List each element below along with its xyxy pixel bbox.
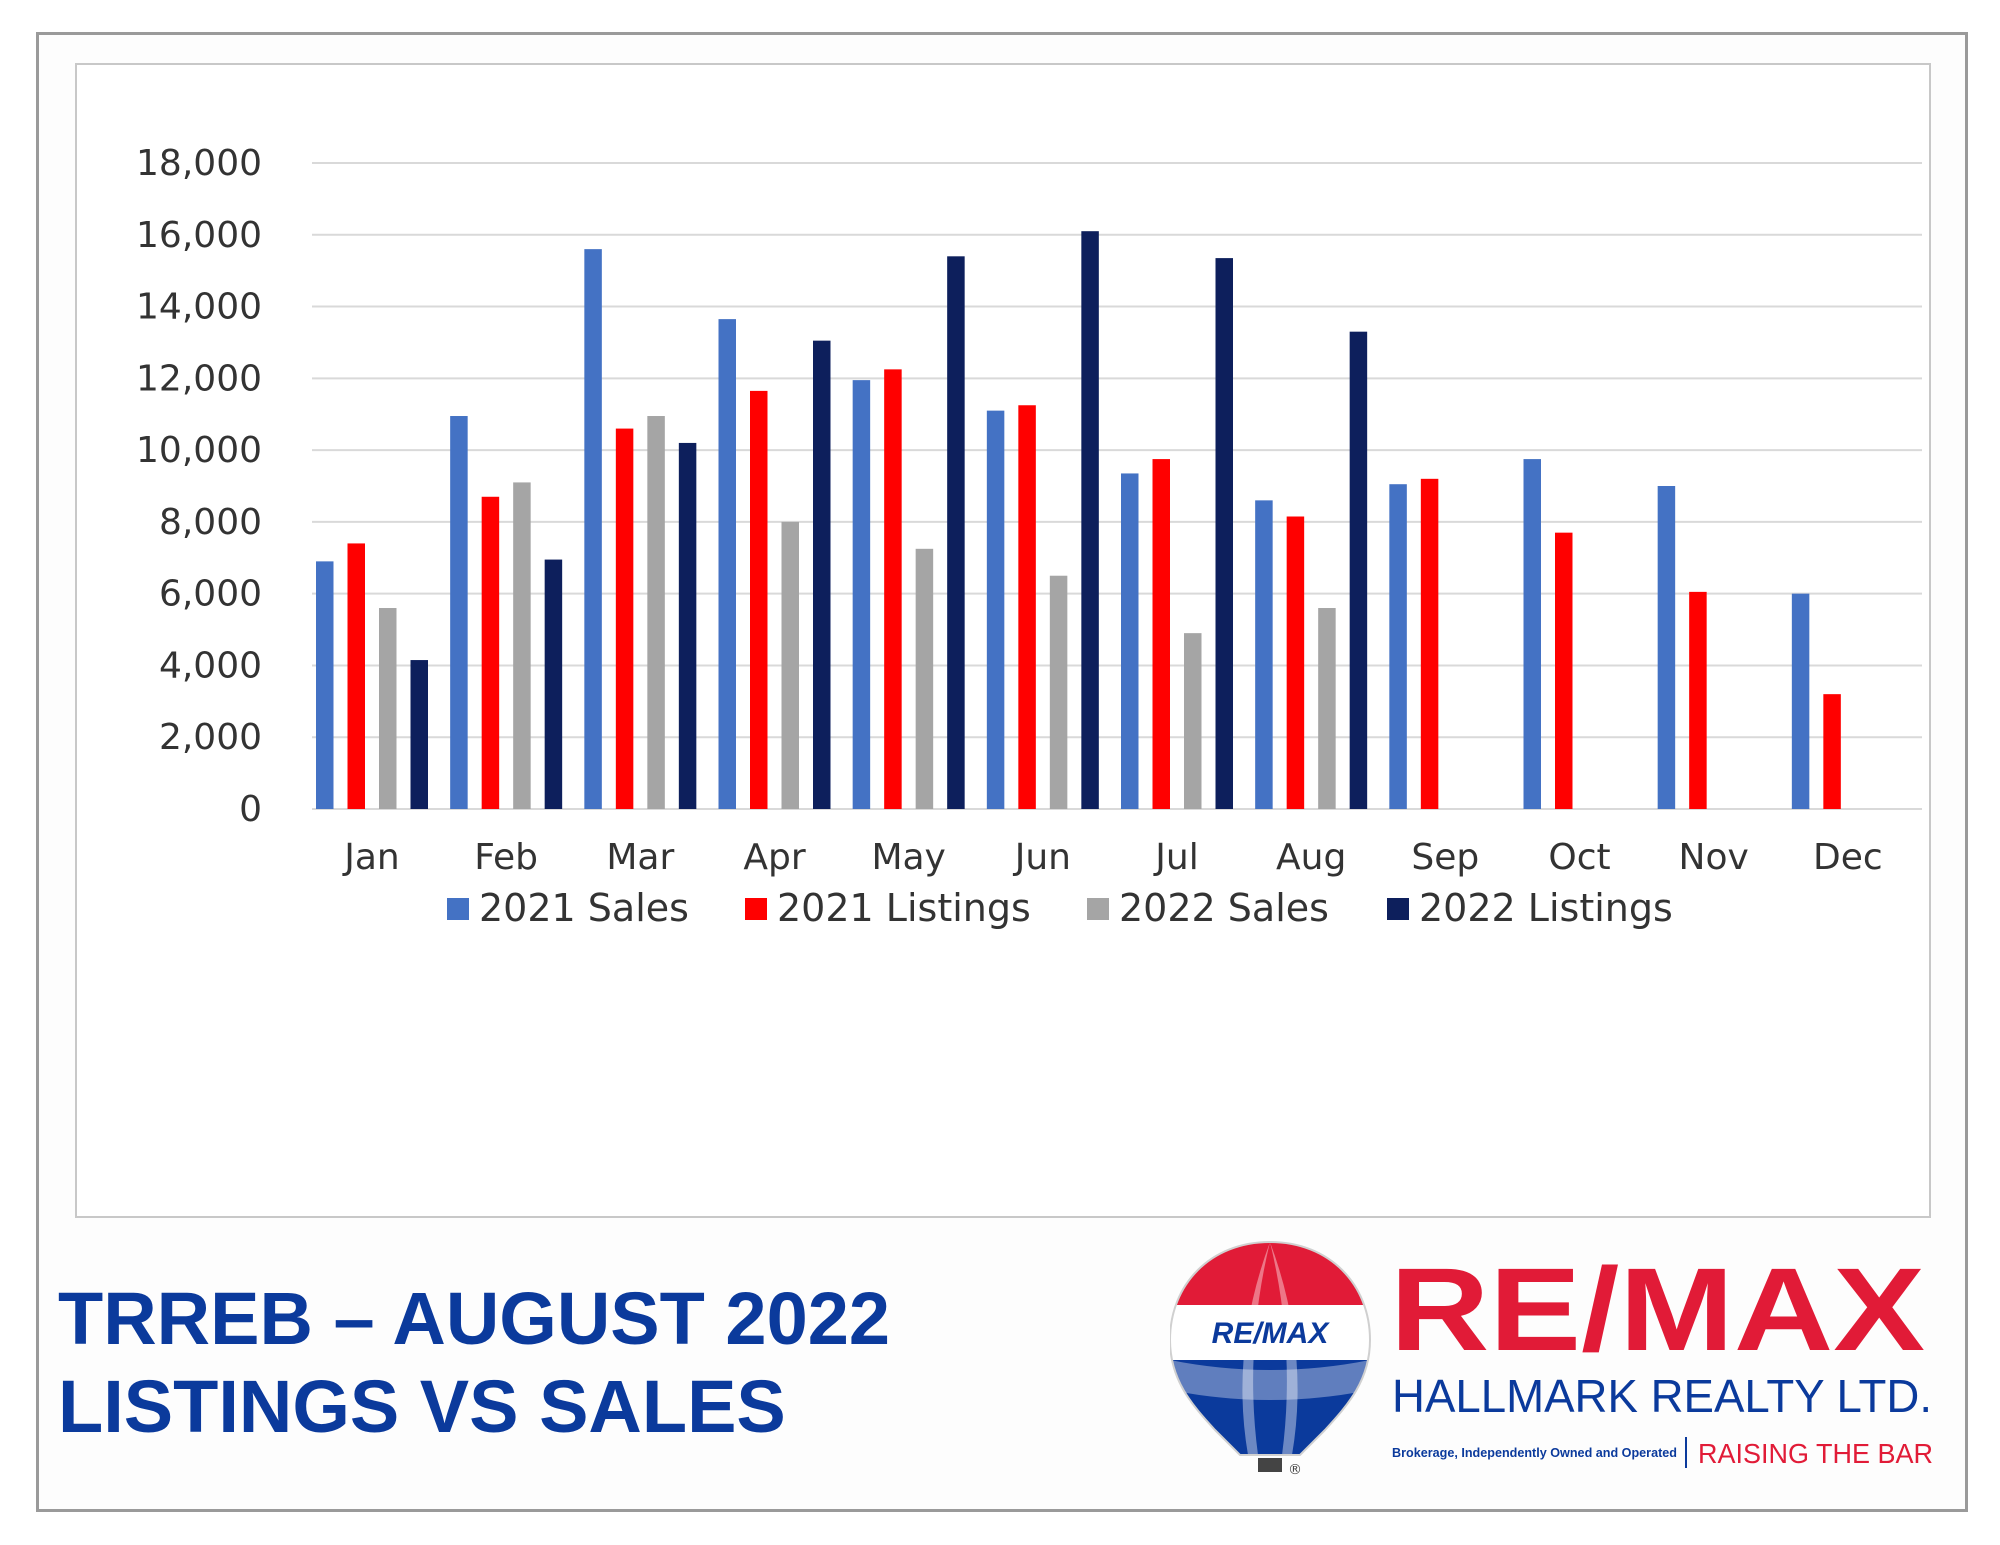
bar-2022-sales-apr [781,521,799,809]
bar-2021-sales-apr [718,319,736,809]
bar-2021-sales-sep [1389,484,1407,809]
x-tick-label: May [871,837,945,878]
y-tick-label: 2,000 [159,717,262,758]
x-axis: Jan Feb Mar Apr May Jun Jul Aug Sep Oct Nov Dec [342,837,1882,878]
x-tick-label: Jul [1153,837,1198,878]
bar-2021-listings-feb [481,496,500,809]
y-tick-label: 12,000 [136,358,262,399]
bar-2021-sales-dec [1791,593,1810,809]
bar-2022-listings-apr [813,340,831,809]
slogan: RAISING THE BAR [1698,1438,1933,1469]
bar-2021-sales-oct [1523,459,1541,809]
x-tick-label: Mar [606,837,674,878]
bar-2021-sales-mar [584,249,602,810]
brokerage-tagline: Brokerage, Independently Owned and Opera… [1392,1445,1677,1460]
x-tick-label: Apr [743,837,805,878]
x-tick-label: Dec [1813,837,1883,878]
legend-label: 2022 Sales [1119,886,1329,930]
headline-line-2: LISTINGS VS SALES [58,1365,786,1448]
remax-logo: RE/MAX ® RE/MAX HALLMARK REALTY LTD. Bro… [1170,1240,1933,1478]
legend-swatch [1387,898,1409,920]
bar-2021-listings-aug [1286,516,1305,809]
bar-2021-sales-feb [450,416,468,809]
y-tick-label: 0 [239,789,262,830]
bar-2022-listings-jun [1081,231,1099,809]
bar-2021-sales-jan [316,561,334,809]
bar-2021-listings-sep [1420,478,1439,809]
bars [316,231,1841,810]
bar-2022-sales-mar [647,416,665,809]
headline: TRREB – AUGUST 2022 LISTINGS VS SALES [58,1275,890,1451]
y-tick-label: 6,000 [159,574,262,615]
y-tick-label: 18,000 [136,143,262,184]
bar-2022-sales-feb [513,482,531,809]
legend-label: 2021 Sales [479,886,689,930]
legend-swatch [447,898,469,920]
x-tick-label: Jan [342,837,400,878]
headline-line-1: TRREB – AUGUST 2022 [58,1277,891,1360]
legend: 2021 Sales 2021 Listings 2022 Sales 2022 Li… [447,886,1673,930]
balloon-icon: RE/MAX ® [1170,1240,1372,1478]
bar-2021-sales-may [852,380,871,809]
bar-2022-listings-may [947,256,965,809]
infographic-frame: 0 2,000 4,000 6,000 8,000 10,000 12,000 14,000 1… [36,32,1968,1512]
bar-2021-listings-jan [347,543,365,809]
bar-2022-listings-aug [1349,331,1368,809]
bar-2021-sales-jul [1121,473,1139,809]
x-tick-label: Aug [1276,837,1346,878]
x-tick-label: Nov [1679,837,1749,878]
y-tick-label: 4,000 [159,645,262,686]
bar-chart: 0 2,000 4,000 6,000 8,000 10,000 12,000 14,000 1… [136,143,1922,930]
bar-2021-listings-nov [1689,591,1707,809]
y-tick-label: 14,000 [136,287,262,328]
bar-2021-listings-mar [615,428,634,809]
bar-2021-listings-jul [1152,459,1170,809]
bar-2022-sales-jun [1049,575,1068,809]
y-tick-label: 10,000 [136,430,262,471]
bar-2021-listings-jun [1018,405,1036,809]
bar-2022-sales-aug [1318,608,1336,809]
y-tick-label: 8,000 [159,502,262,543]
bar-2022-listings-jan [410,660,428,809]
grid-lines [312,162,1922,810]
bar-2022-sales-may [915,548,934,809]
bar-2022-listings-feb [544,559,563,809]
bar-2021-sales-jun [986,410,1005,809]
brand-wordmark: RE/MAX [1390,1244,1925,1376]
bar-2022-sales-jul [1184,633,1202,809]
legend-label: 2021 Listings [777,886,1031,930]
bar-2021-sales-aug [1255,500,1273,809]
x-tick-label: Sep [1411,837,1479,878]
registered-mark: ® [1288,1462,1302,1478]
bar-2022-sales-jan [379,608,397,809]
x-tick-label: Jun [1013,837,1071,878]
legend-swatch [1087,898,1109,920]
bar-2021-listings-may [884,369,902,809]
legend-swatch [745,898,767,920]
y-tick-label: 16,000 [136,215,262,256]
chart-panel: 0 2,000 4,000 6,000 8,000 10,000 12,000 14,000 1… [75,63,1931,1218]
bar-2021-sales-nov [1657,486,1676,809]
company-name: HALLMARK REALTY LTD. [1392,1370,1932,1422]
x-tick-label: Oct [1548,837,1610,878]
bar-2022-listings-jul [1215,258,1233,809]
y-axis: 0 2,000 4,000 6,000 8,000 10,000 12,000 14,000 1… [136,143,262,830]
bar-2021-listings-apr [750,390,768,809]
bar-2021-listings-dec [1823,694,1841,809]
legend-label: 2022 Listings [1419,886,1673,930]
x-tick-label: Feb [474,837,538,878]
bar-2022-listings-mar [678,442,697,809]
balloon-brand-text: RE/MAX [1212,1317,1331,1350]
bar-2021-listings-oct [1555,532,1573,809]
